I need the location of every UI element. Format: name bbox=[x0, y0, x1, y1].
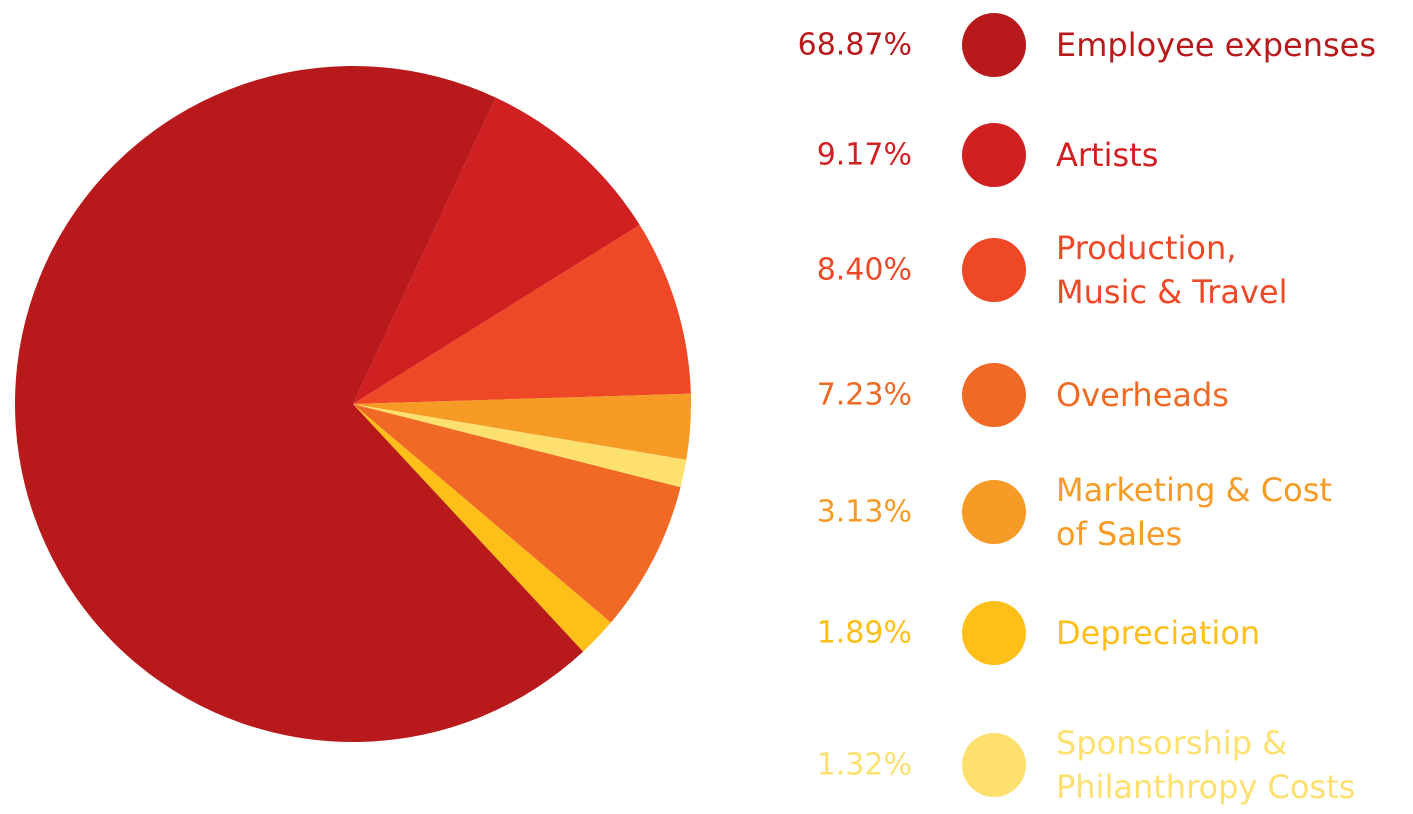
legend-swatch bbox=[962, 363, 1026, 427]
value-label: 3.13% bbox=[816, 494, 912, 530]
value-label: 1.89% bbox=[816, 615, 912, 651]
pie-slice bbox=[353, 404, 681, 623]
legend-label: Overheads bbox=[1056, 376, 1229, 414]
legend-label: Sponsorship & Philanthropy Costs bbox=[1056, 724, 1356, 806]
legend-swatch bbox=[962, 733, 1026, 797]
pie-slice bbox=[353, 97, 640, 404]
legend-swatch bbox=[962, 601, 1026, 665]
legend-swatch bbox=[962, 480, 1026, 544]
legend-swatch bbox=[962, 123, 1026, 187]
pie-slice bbox=[353, 224, 691, 404]
pie-chart bbox=[15, 66, 691, 742]
value-label: 8.40% bbox=[816, 252, 912, 288]
value-label: 68.87% bbox=[797, 27, 912, 63]
legend-label: Depreciation bbox=[1056, 614, 1261, 652]
value-label: 1.32% bbox=[816, 747, 912, 783]
legend-label: Marketing & Cost of Sales bbox=[1056, 471, 1332, 553]
value-label: 9.17% bbox=[816, 137, 912, 173]
pie-slice bbox=[353, 393, 691, 460]
pie-slice bbox=[353, 404, 611, 652]
pie-slice bbox=[15, 66, 584, 742]
legend-label: Artists bbox=[1056, 136, 1159, 174]
legend-swatch bbox=[962, 13, 1026, 77]
pie-slice bbox=[353, 404, 687, 488]
legend-label: Production, Music & Travel bbox=[1056, 229, 1288, 311]
legend-swatch bbox=[962, 238, 1026, 302]
value-label: 7.23% bbox=[816, 377, 912, 413]
legend-label: Employee expenses bbox=[1056, 26, 1377, 64]
